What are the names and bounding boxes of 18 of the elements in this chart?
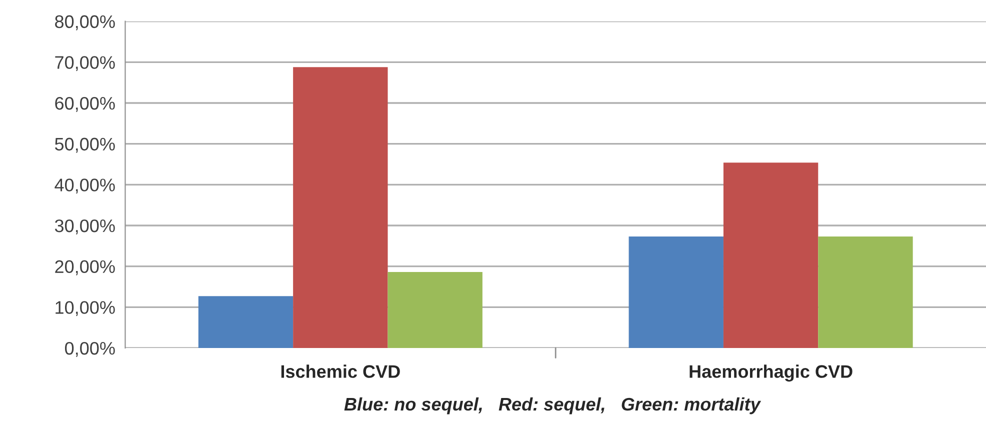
bar — [818, 236, 913, 348]
y-tick-label: 30,00% — [54, 219, 115, 234]
x-tick-label: Ischemic CVD — [281, 364, 400, 378]
y-tick-label: 40,00% — [54, 178, 115, 194]
y-tick-label: 20,00% — [55, 260, 115, 276]
bar — [293, 67, 388, 348]
x-tick-label: Haemorrhagic CVD — [690, 364, 852, 382]
y-tick-label: 0,00% — [65, 342, 115, 357]
y-tick-label: 60,00% — [55, 96, 115, 112]
bar — [198, 296, 294, 348]
y-tick-label: 10,00% — [56, 301, 115, 316]
bar — [388, 272, 482, 348]
y-tick-label: 80,00% — [55, 15, 115, 30]
text: Blue: no sequel, Red: sequel, Green: mortality — [344, 397, 762, 414]
bar — [628, 236, 724, 348]
y-tick-label: 50,00% — [54, 138, 115, 153]
bar — [723, 162, 818, 348]
y-tick-label: 70,00% — [55, 56, 115, 72]
